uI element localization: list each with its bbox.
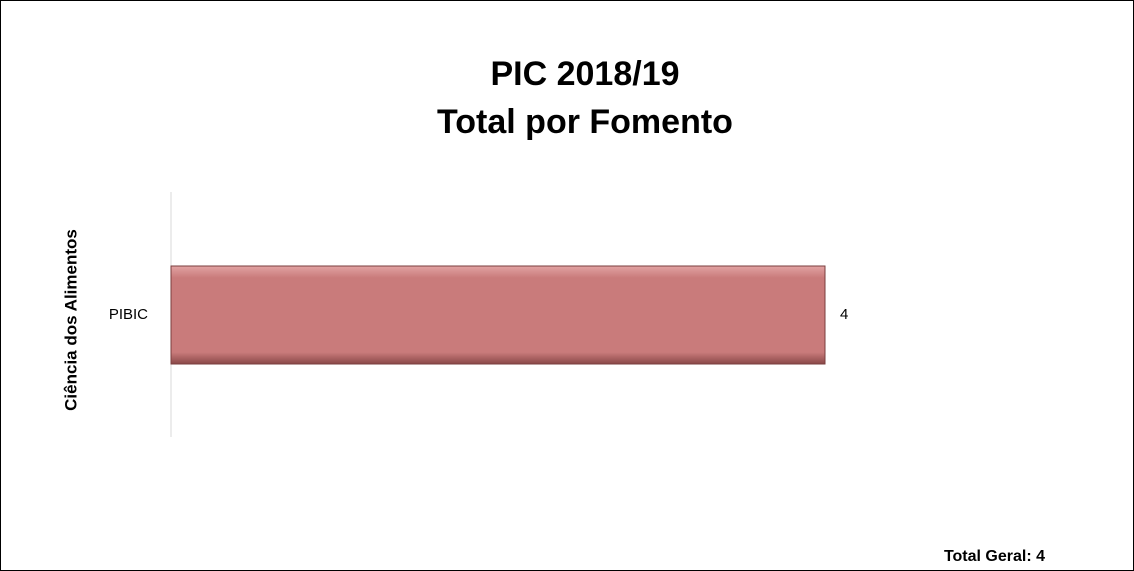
chart-title: PIC 2018/19 xyxy=(490,55,679,93)
data-label: 4 xyxy=(840,306,848,323)
bar xyxy=(170,265,826,365)
chart-subtitle: Total por Fomento xyxy=(437,103,733,141)
y-axis-label: Ciência dos Alimentos xyxy=(61,229,80,411)
annotation: Total Geral: 4 xyxy=(944,548,1045,565)
y-tick-label: PIBIC xyxy=(109,306,148,323)
